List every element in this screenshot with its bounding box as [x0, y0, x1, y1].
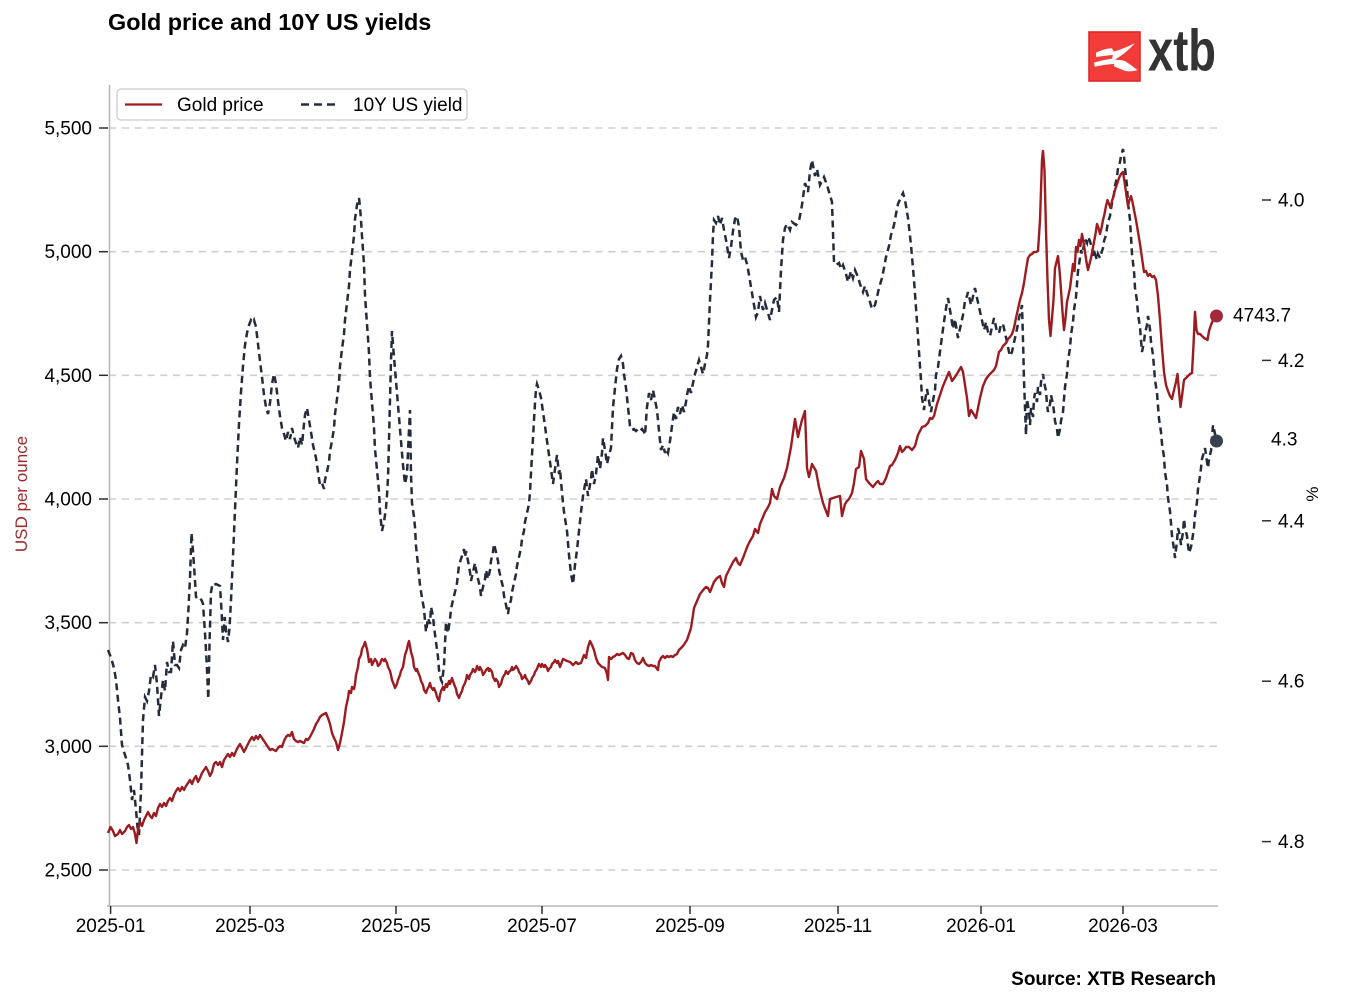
svg-text:4743.7: 4743.7: [1233, 306, 1291, 327]
svg-text:2025-09: 2025-09: [655, 916, 725, 937]
svg-text:2025-07: 2025-07: [507, 916, 577, 937]
svg-text:5,000: 5,000: [44, 242, 92, 263]
svg-text:2025-05: 2025-05: [361, 916, 431, 937]
svg-text:4.4: 4.4: [1278, 511, 1305, 532]
svg-text:3,500: 3,500: [44, 613, 92, 634]
svg-text:2,500: 2,500: [44, 861, 92, 882]
svg-text:2025-01: 2025-01: [76, 916, 146, 937]
svg-text:2026-03: 2026-03: [1088, 916, 1158, 937]
svg-text:5,500: 5,500: [44, 119, 92, 140]
svg-text:10Y US yield: 10Y US yield: [353, 95, 463, 116]
svg-text:%: %: [1303, 486, 1322, 501]
svg-text:Source: XTB Research: Source: XTB Research: [1011, 969, 1216, 990]
svg-text:4.3: 4.3: [1271, 430, 1297, 451]
svg-text:2025-03: 2025-03: [215, 916, 285, 937]
svg-text:4.2: 4.2: [1278, 351, 1304, 372]
svg-text:3,000: 3,000: [44, 737, 92, 758]
svg-text:USD per ounce: USD per ounce: [12, 436, 31, 552]
svg-text:4,000: 4,000: [44, 490, 92, 511]
svg-text:2026-01: 2026-01: [946, 916, 1016, 937]
svg-text:4,500: 4,500: [44, 366, 92, 387]
svg-text:Gold price and 10Y US yields: Gold price and 10Y US yields: [108, 9, 431, 35]
svg-text:4.8: 4.8: [1278, 832, 1304, 853]
svg-text:4.0: 4.0: [1278, 191, 1304, 212]
svg-text:xtb: xtb: [1148, 19, 1216, 84]
svg-text:4.6: 4.6: [1278, 672, 1304, 693]
svg-text:Gold price: Gold price: [177, 95, 264, 116]
svg-text:2025-11: 2025-11: [804, 916, 872, 937]
